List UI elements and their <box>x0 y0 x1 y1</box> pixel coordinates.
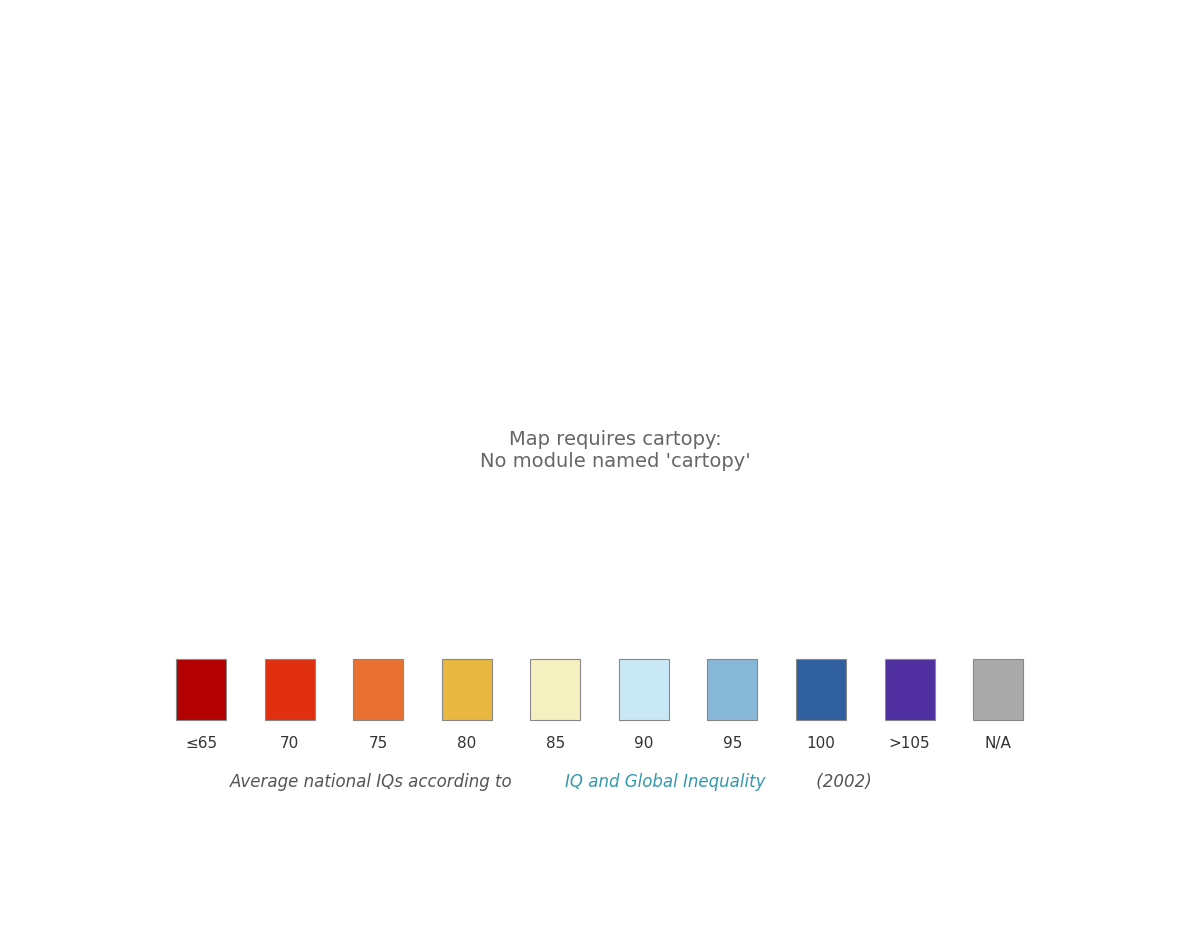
Text: Average national IQs according to: Average national IQs according to <box>230 773 518 791</box>
Text: 90: 90 <box>634 735 654 750</box>
Text: (2002): (2002) <box>811 773 872 791</box>
Text: Map requires cartopy:
No module named 'cartopy': Map requires cartopy: No module named 'c… <box>480 430 750 471</box>
Bar <box>265 658 314 720</box>
Text: IQ and Global Inequality: IQ and Global Inequality <box>565 773 766 791</box>
Text: 95: 95 <box>722 735 742 750</box>
Bar <box>619 658 668 720</box>
Bar <box>530 658 581 720</box>
Bar <box>884 658 935 720</box>
Bar <box>708 658 757 720</box>
Bar <box>353 658 403 720</box>
Text: N/A: N/A <box>985 735 1012 750</box>
Bar <box>442 658 492 720</box>
Bar <box>973 658 1024 720</box>
Text: 70: 70 <box>280 735 299 750</box>
Text: 80: 80 <box>457 735 476 750</box>
Text: 100: 100 <box>806 735 835 750</box>
Text: 75: 75 <box>368 735 388 750</box>
Text: 85: 85 <box>546 735 565 750</box>
Bar <box>176 658 226 720</box>
Text: ≤65: ≤65 <box>185 735 217 750</box>
Bar <box>796 658 846 720</box>
Text: >105: >105 <box>889 735 930 750</box>
